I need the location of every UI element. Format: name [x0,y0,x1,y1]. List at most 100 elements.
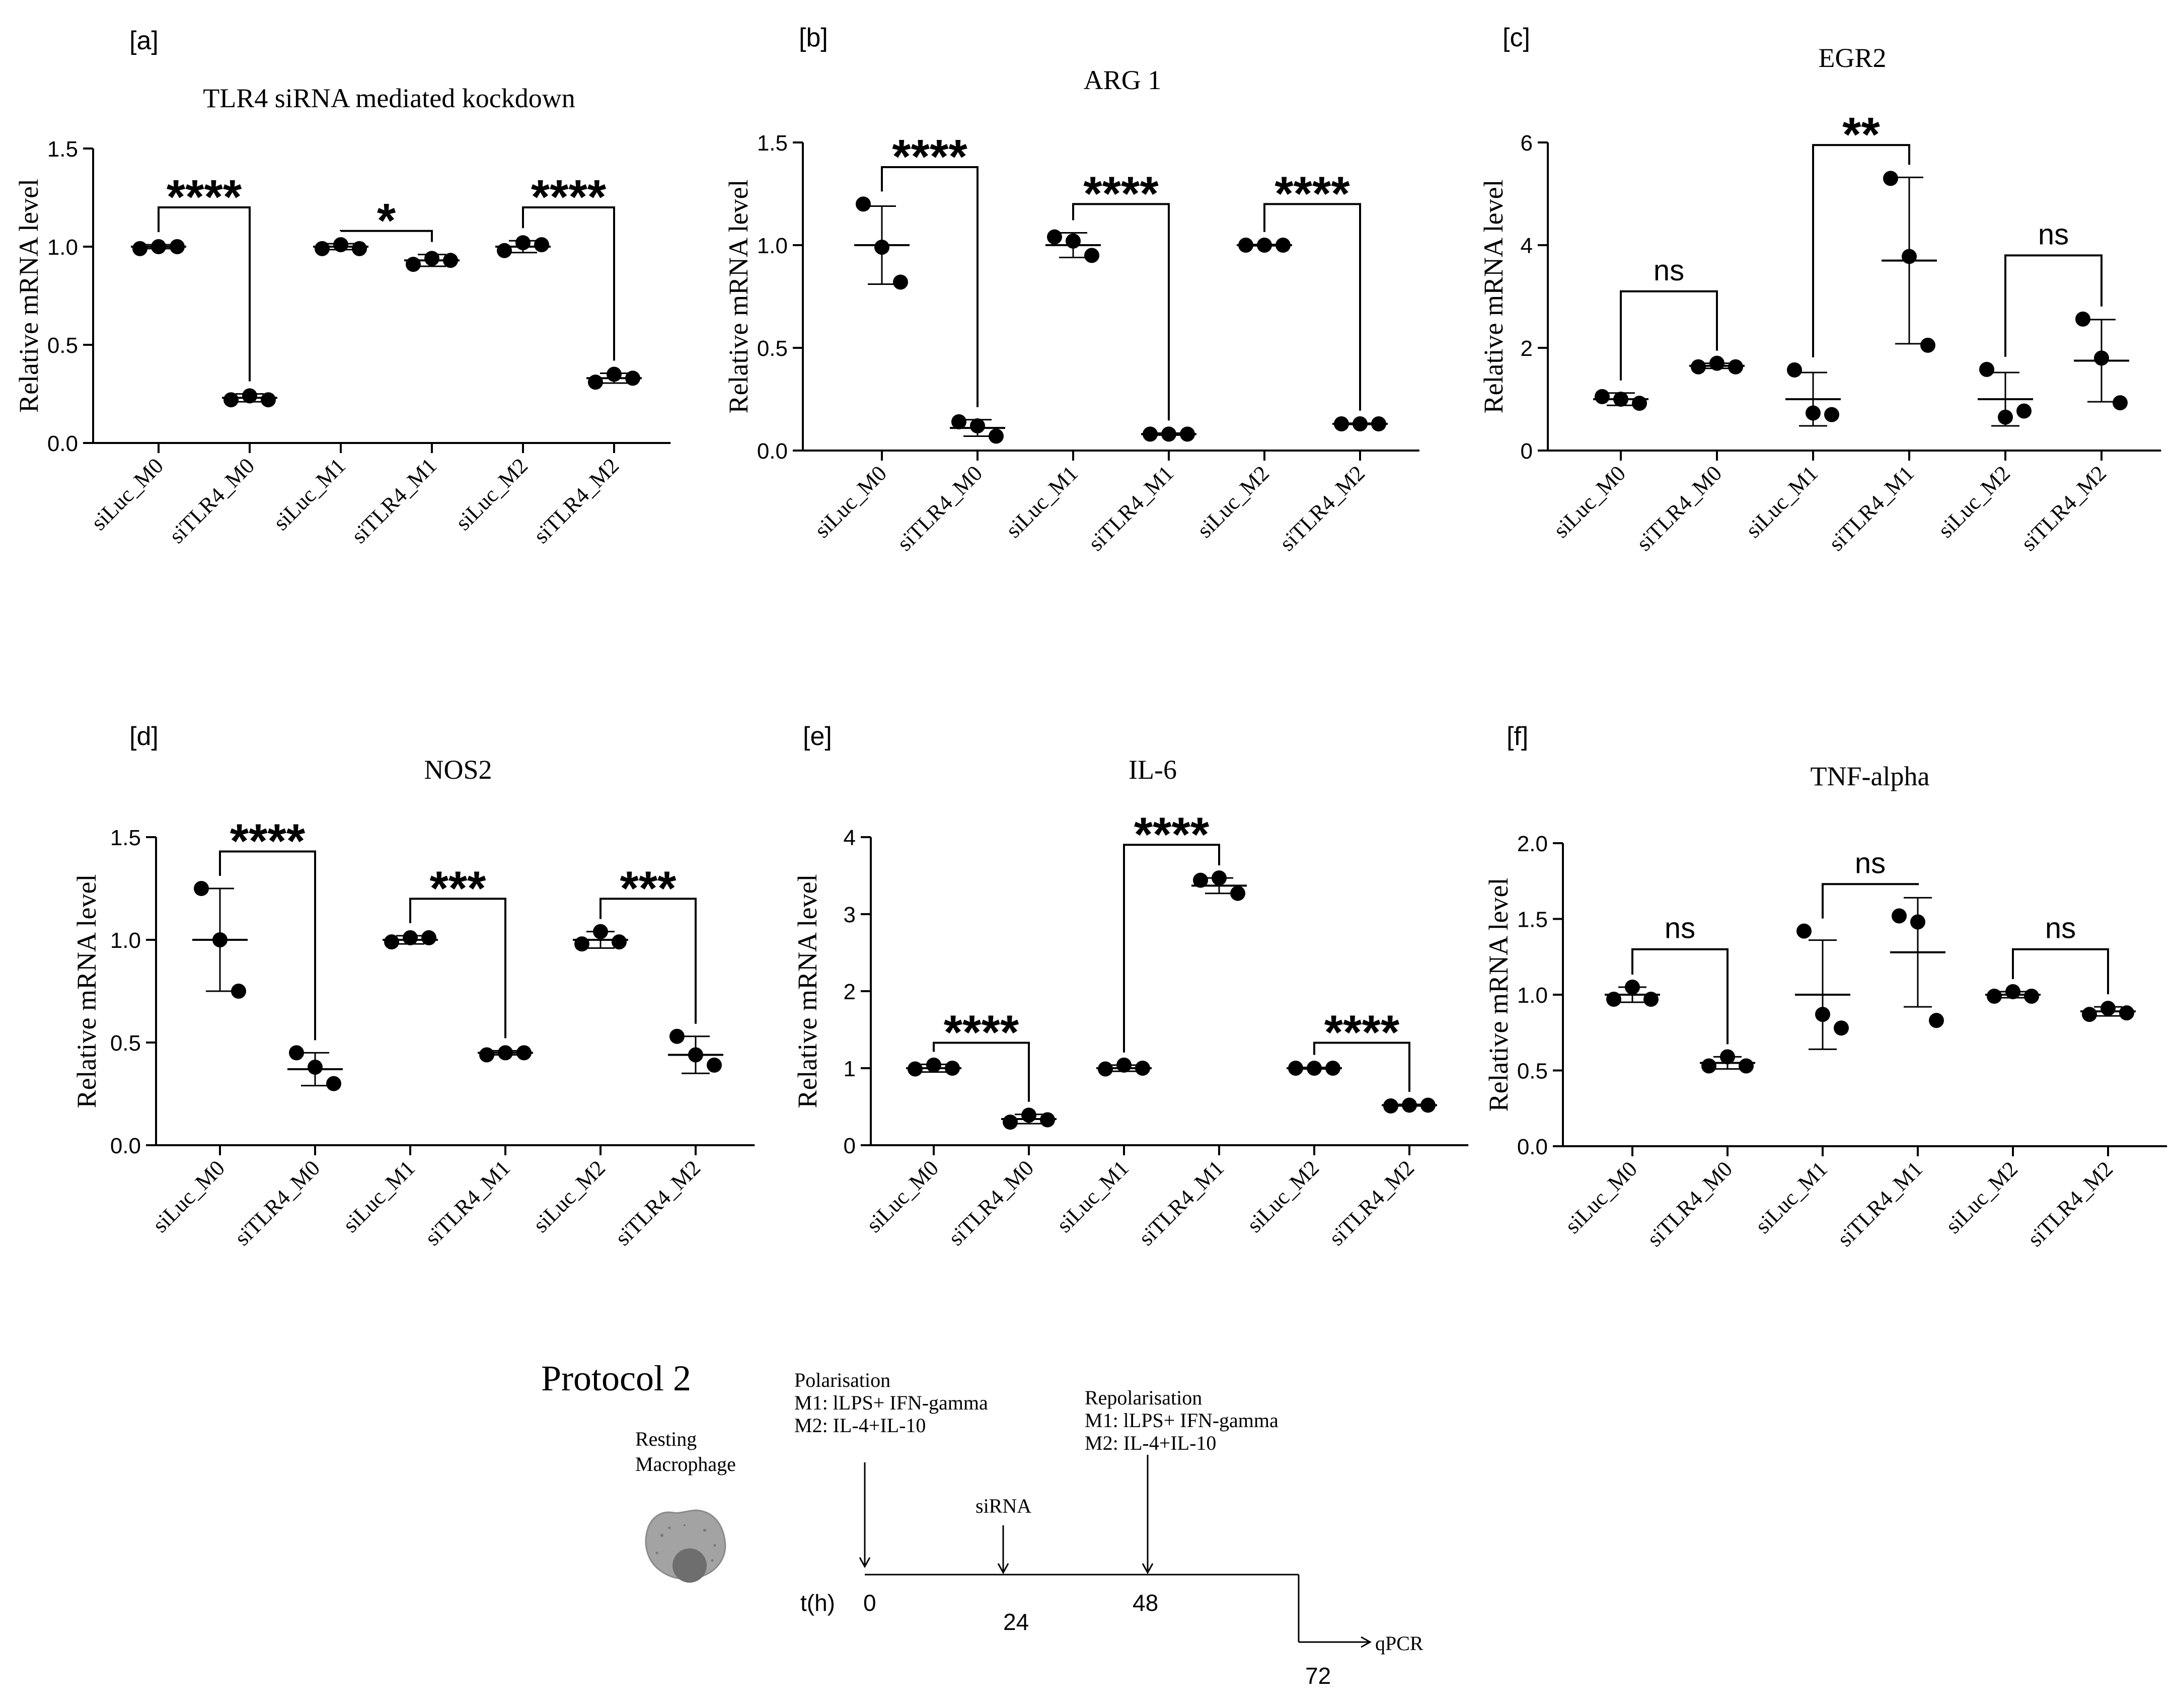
data-point [1728,359,1743,375]
data-point [1066,233,1081,249]
group-siLuc_M0 [1593,389,1648,411]
y-tick-label: 0 [844,1134,856,1158]
data-point [688,1047,703,1063]
data-point [607,366,622,382]
group-siTLR4_M1 [404,251,460,272]
data-point [1098,1061,1113,1077]
repolarisation-m1: M1: lLPS+ IFN-gamma [1085,1409,1279,1432]
chart-title: NOS2 [424,755,492,785]
significance-label: **** [1274,167,1350,220]
y-tick-label: 0.0 [1517,1135,1548,1159]
chart-title: TLR4 siRNA mediated kockdown [203,83,575,113]
data-point [1625,979,1640,995]
data-point [333,237,348,253]
y-tick-label: 1.0 [110,928,141,953]
panel-label: [f] [1507,722,1528,751]
data-point [1275,238,1291,253]
bracket-line [1072,203,1170,421]
significance-label: **** [230,814,306,868]
x-tick-label: siLuc_M1 [1052,1155,1134,1237]
group-siLuc_M2 [1985,984,2041,1004]
data-point [1595,389,1610,404]
significance-label: **** [1324,1006,1400,1060]
data-point [1834,1020,1849,1036]
bracket-line [933,1042,1030,1102]
data-point [1709,355,1724,371]
data-point [326,1076,341,1091]
data-point [170,239,185,254]
group-siLuc_M2 [1237,238,1292,253]
x-tick-label: siTLR4_M2 [1275,461,1370,555]
group-siTLR4_M1 [1890,897,1945,1028]
data-point [1613,392,1628,407]
data-point [315,241,330,256]
data-point [1883,171,1898,186]
y-axis-label: Relative mRNA level [792,874,822,1108]
y-tick-label: 4 [844,826,856,850]
data-point [424,251,439,266]
data-point [1003,1115,1018,1130]
y-tick-label: 1.0 [757,234,788,258]
x-tick-label: siLuc_M1 [1001,461,1083,543]
group-siLuc_M0 [131,239,186,256]
bracket-line [2004,254,2103,357]
y-axis-label: Relative mRNA level [723,180,754,414]
data-point [1116,1057,1132,1073]
data-point [2100,1001,2116,1016]
group-siLuc_M0 [854,196,910,290]
y-tick-label: 0.0 [47,431,78,456]
y-tick-label: 1.5 [1517,908,1548,932]
qpcr-label: qPCR [1375,1632,1423,1655]
data-point [1212,870,1227,886]
data-point [1307,1061,1322,1076]
group-siTLR4_M2 [1332,416,1388,431]
x-tick-label: siLuc_M1 [269,453,351,535]
significance-label: **** [892,130,967,184]
significance-bracket: ns [1822,847,1919,919]
data-point [1143,426,1158,442]
x-tick-label: siTLR4_M1 [420,1155,515,1250]
group-siTLR4_M2 [586,366,642,390]
data-point [352,241,367,256]
group-siTLR4_M0 [950,414,1005,444]
significance-bracket: * [340,194,433,248]
significance-label: ** [1842,108,1880,162]
significance-bracket: **** [1123,807,1220,1053]
x-tick-label: siTLR4_M0 [165,453,259,548]
data-point [1353,416,1368,431]
data-point [261,392,276,408]
data-point [945,1061,960,1076]
x-tick-label: siLuc_M0 [1549,461,1631,543]
time-72: 72 [1305,1663,1331,1689]
y-tick-label: 1.5 [757,131,788,156]
data-point [1047,229,1062,245]
data-point [421,930,436,945]
data-point [515,235,531,251]
group-siLuc_M1 [1045,229,1101,263]
data-point [593,924,608,939]
time-0: 0 [863,1590,876,1616]
data-point [1238,238,1253,253]
y-tick-label: 0.0 [757,439,788,464]
repolarisation-title: Repolarisation [1085,1386,1202,1409]
x-tick-label: siLuc_M2 [1242,1155,1324,1237]
group-siTLR4_M1 [478,1045,533,1063]
x-tick-label: siTLR4_M1 [1824,461,1919,555]
x-tick-label: siLuc_M2 [451,453,533,535]
data-point [951,414,966,429]
macrophage-cell-icon [645,1509,726,1583]
time-axis-label: t(h) [800,1590,835,1616]
data-point [574,936,589,952]
polarisation-title: Polarisation [794,1369,890,1391]
data-point [1929,1013,1944,1028]
data-point [1257,238,1272,253]
x-tick-label: siTLR4_M2 [1324,1155,1419,1250]
bracket-line [1620,290,1718,381]
x-tick-label: siLuc_M0 [810,461,892,543]
panel-label: [c] [1503,23,1530,52]
significance-label: ns [2045,912,2076,945]
data-point [1084,248,1099,263]
